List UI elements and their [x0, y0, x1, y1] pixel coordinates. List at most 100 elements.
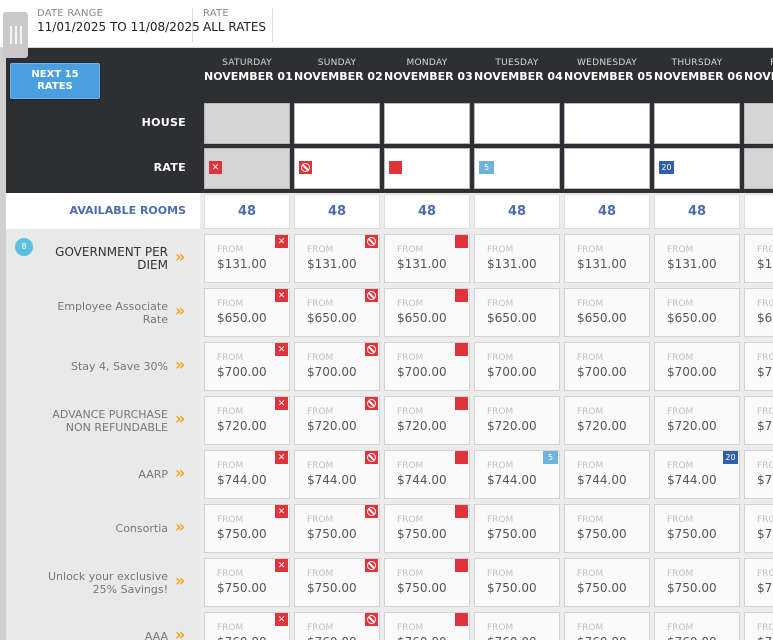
rate-price-cell[interactable]: FROM $750.00: [294, 504, 380, 553]
rate-price-cell[interactable]: FROM $720.00: [744, 396, 773, 445]
rate-price-cell[interactable]: FROM $750.00: [474, 558, 560, 607]
rate-status-cell[interactable]: [744, 148, 773, 189]
rate-price-cell[interactable]: FROM $750.00: [744, 504, 773, 553]
rate-status-cell[interactable]: 5: [474, 148, 560, 189]
rate-plan-name: ADVANCE PURCHASE NON REFUNDABLE: [52, 408, 168, 434]
closed-x-icon: ✕: [275, 343, 288, 356]
rate-price-cell[interactable]: FROM $650.00 ✕: [204, 288, 290, 337]
rate-price-cell[interactable]: FROM $131.00: [654, 234, 740, 283]
house-cell[interactable]: [204, 103, 290, 144]
rate-price-cell[interactable]: FROM $744.00: [744, 450, 773, 499]
from-label: FROM: [307, 461, 334, 471]
rate-price-cell[interactable]: FROM $700.00: [564, 342, 650, 391]
rate-price-cell[interactable]: FROM $131.00: [744, 234, 773, 283]
rate-price-cell[interactable]: FROM $720.00: [654, 396, 740, 445]
rate-price-cell[interactable]: FROM $750.00: [384, 558, 470, 607]
rate-price: $700.00: [577, 365, 627, 379]
rate-price-cell[interactable]: FROM $131.00: [474, 234, 560, 283]
rate-price-cell[interactable]: FROM $700.00: [384, 342, 470, 391]
closed-x-icon: ✕: [275, 289, 288, 302]
rate-price-cell[interactable]: FROM $750.00 ✕: [204, 504, 290, 553]
house-cell[interactable]: [294, 103, 380, 144]
rate-price-cell[interactable]: FROM $760.00: [744, 612, 773, 640]
rate-price: $744.00: [397, 473, 447, 487]
rate-price-cell[interactable]: FROM $720.00: [564, 396, 650, 445]
expand-chevron-icon[interactable]: »: [175, 409, 186, 428]
rate-filter[interactable]: RATE ALL RATES: [195, 8, 273, 42]
rate-status-cell[interactable]: [294, 148, 380, 189]
expand-chevron-icon[interactable]: »: [175, 463, 186, 482]
rate-price-cell[interactable]: FROM $744.00: [564, 450, 650, 499]
rate-price-cell[interactable]: FROM $650.00: [294, 288, 380, 337]
rate-price-cell[interactable]: FROM $650.00: [474, 288, 560, 337]
house-cell[interactable]: [744, 103, 773, 144]
rate-price-cell[interactable]: FROM $700.00: [294, 342, 380, 391]
rate-price-cell[interactable]: FROM $750.00: [564, 504, 650, 553]
rate-price-cell[interactable]: FROM $700.00: [744, 342, 773, 391]
house-cell[interactable]: [654, 103, 740, 144]
rate-price-cell[interactable]: FROM $744.00 5: [474, 450, 560, 499]
available-rooms-header: [6, 193, 200, 229]
rate-price-cell[interactable]: FROM $750.00: [384, 504, 470, 553]
rate-price-cell[interactable]: FROM $720.00 ✕: [204, 396, 290, 445]
rate-price-cell[interactable]: FROM $700.00 ✕: [204, 342, 290, 391]
sidebar-drag-handle-icon[interactable]: [3, 12, 28, 58]
rate-status-cell[interactable]: 20: [654, 148, 740, 189]
house-cell[interactable]: [474, 103, 560, 144]
expand-chevron-icon[interactable]: »: [175, 247, 186, 266]
rate-price-cell[interactable]: FROM $650.00: [654, 288, 740, 337]
rate-price-cell[interactable]: FROM $744.00 ✕: [204, 450, 290, 499]
from-label: FROM: [487, 623, 514, 633]
from-label: FROM: [577, 515, 604, 525]
rate-price-cell[interactable]: FROM $650.00: [564, 288, 650, 337]
rate-price-cell[interactable]: FROM $131.00: [384, 234, 470, 283]
expand-chevron-icon[interactable]: »: [175, 571, 186, 590]
rate-price-cell[interactable]: FROM $760.00 ✕: [204, 612, 290, 640]
rate-price-cell[interactable]: FROM $650.00: [384, 288, 470, 337]
rate-price-cell[interactable]: FROM $131.00 ✕: [204, 234, 290, 283]
rate-price-cell[interactable]: FROM $650.00: [744, 288, 773, 337]
rate-price: $760.00: [307, 635, 357, 640]
rate-price-cell[interactable]: FROM $744.00: [294, 450, 380, 499]
rate-price-cell[interactable]: FROM $720.00: [384, 396, 470, 445]
rate-price-cell[interactable]: FROM $750.00: [654, 558, 740, 607]
rate-price-cell[interactable]: FROM $750.00: [654, 504, 740, 553]
next-button-line2: RATES: [37, 81, 73, 92]
rate-price-cell[interactable]: FROM $744.00: [384, 450, 470, 499]
from-label: FROM: [667, 407, 694, 417]
rate-price-cell[interactable]: FROM $131.00: [564, 234, 650, 283]
rate-price-cell[interactable]: FROM $131.00: [294, 234, 380, 283]
rate-status-cell[interactable]: [384, 148, 470, 189]
rate-status-cell[interactable]: [564, 148, 650, 189]
rate-price-cell[interactable]: FROM $750.00: [744, 558, 773, 607]
rate-price-cell[interactable]: FROM $750.00: [474, 504, 560, 553]
date-range-filter[interactable]: DATE RANGE 11/01/2025 TO 11/08/2025: [29, 8, 200, 42]
rate-price: $760.00: [487, 635, 537, 640]
rate-price-cell[interactable]: FROM $720.00: [294, 396, 380, 445]
rate-price-cell[interactable]: FROM $750.00: [294, 558, 380, 607]
from-label: FROM: [397, 245, 424, 255]
rate-price-cell[interactable]: FROM $750.00 ✕: [204, 558, 290, 607]
next-15-rates-button[interactable]: NEXT 15 RATES: [10, 63, 100, 99]
house-cell[interactable]: [384, 103, 470, 144]
rate-price: $750.00: [217, 581, 267, 595]
rate-price-cell[interactable]: FROM $720.00: [474, 396, 560, 445]
rate-status-cell[interactable]: ✕: [204, 148, 290, 189]
rate-price-cell[interactable]: FROM $760.00: [384, 612, 470, 640]
rate-price-cell[interactable]: FROM $700.00: [654, 342, 740, 391]
rate-price-cell[interactable]: FROM $744.00 20: [654, 450, 740, 499]
expand-chevron-icon[interactable]: »: [175, 301, 186, 320]
rate-price-cell[interactable]: FROM $760.00: [564, 612, 650, 640]
expand-chevron-icon[interactable]: »: [175, 355, 186, 374]
expand-chevron-icon[interactable]: »: [175, 517, 186, 536]
from-label: FROM: [757, 623, 773, 633]
rate-price-cell[interactable]: FROM $760.00: [654, 612, 740, 640]
rate-price-cell[interactable]: FROM $700.00: [474, 342, 560, 391]
rate-price-cell[interactable]: FROM $760.00: [474, 612, 560, 640]
expand-chevron-icon[interactable]: »: [175, 625, 186, 640]
available-rooms-cell: 48: [654, 194, 740, 229]
no-arrival-icon: [365, 505, 378, 518]
rate-price-cell[interactable]: FROM $760.00: [294, 612, 380, 640]
house-cell[interactable]: [564, 103, 650, 144]
rate-price-cell[interactable]: FROM $750.00: [564, 558, 650, 607]
